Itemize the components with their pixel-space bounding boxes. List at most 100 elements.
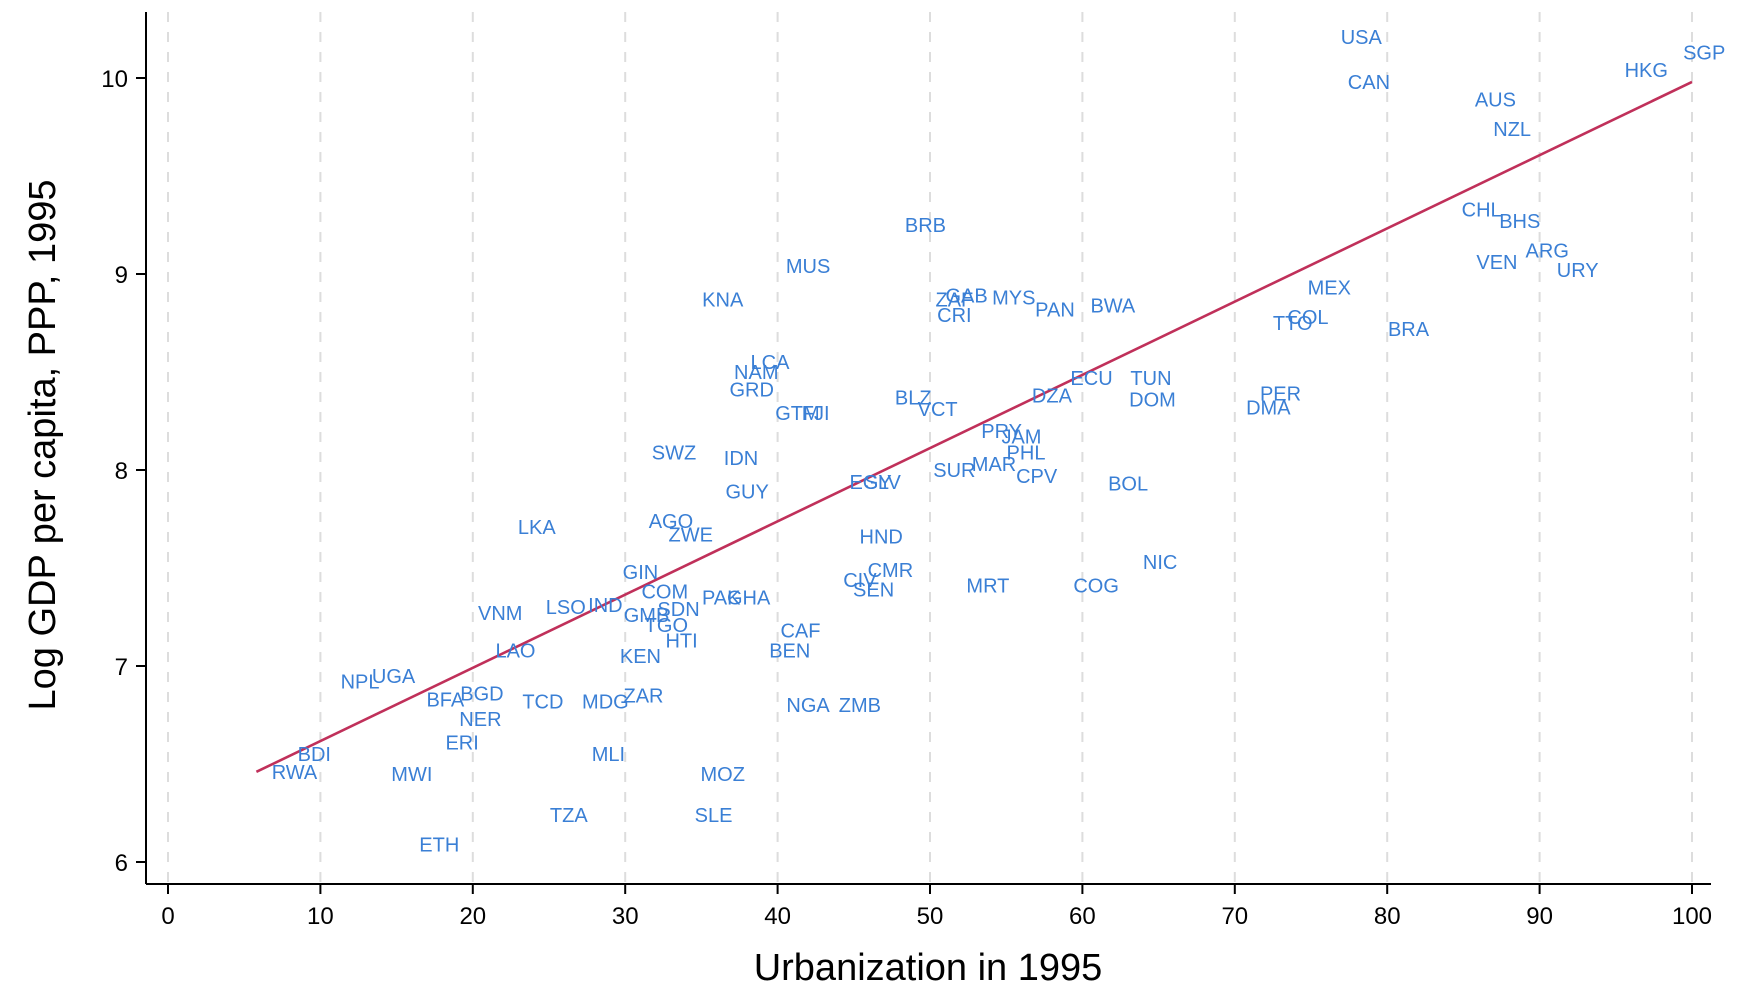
data-point-label: ZAF (935, 289, 973, 311)
axes (145, 12, 1711, 885)
data-point-label: VEN (1476, 252, 1517, 274)
data-point-label: MAR (972, 454, 1016, 476)
x-tick-label: 10 (307, 903, 334, 930)
data-point-label: PER (1260, 384, 1301, 406)
data-point-label: HTI (665, 631, 697, 653)
data-point-label: LSO (546, 597, 586, 619)
data-point-label: VNM (478, 603, 522, 625)
data-point-label: AGO (649, 511, 693, 533)
data-point-label: GAB (945, 286, 987, 308)
data-point-label: NER (459, 709, 501, 731)
data-point-label: BEN (769, 640, 810, 662)
data-point-label: ZWE (669, 525, 713, 547)
data-point-label: SDN (657, 599, 699, 621)
data-point-label: MWI (391, 764, 432, 786)
data-point-label: MUS (786, 256, 830, 278)
y-tick-label: 10 (101, 66, 128, 93)
data-point-label: LKA (518, 517, 556, 539)
data-point-label: ZAR (623, 685, 663, 707)
y-tick-label: 7 (115, 654, 128, 681)
y-axis-title: Log GDP per capita, PPP, 1995 (22, 180, 64, 711)
data-point-label: PAN (1035, 299, 1075, 321)
data-point-label: CAN (1348, 72, 1390, 94)
data-point-label: ERI (445, 732, 478, 754)
data-point-label: SLE (695, 805, 733, 827)
data-point-label: PRY (981, 421, 1022, 443)
data-point-label: VCT (918, 399, 958, 421)
data-point-label: CMR (868, 560, 914, 582)
data-point-label: DZA (1032, 386, 1073, 408)
data-point-label: BFA (426, 689, 464, 711)
x-tick-label: 50 (917, 903, 944, 930)
data-point-label: SWZ (652, 442, 696, 464)
data-point-label: CHL (1462, 199, 1502, 221)
x-tick-label: 0 (161, 903, 174, 930)
data-point-label: BWA (1090, 295, 1135, 317)
data-point-label: COG (1073, 576, 1119, 598)
data-point-label: URY (1557, 260, 1599, 282)
x-tick-label: 20 (459, 903, 486, 930)
data-point-label: IDN (724, 448, 758, 470)
data-point-label: GRD (729, 380, 773, 402)
data-point-label: HKG (1625, 60, 1668, 82)
data-point-label: PAK (702, 587, 741, 609)
data-point-label: BRA (1388, 319, 1430, 341)
data-point-label: NIC (1143, 552, 1177, 574)
data-point-label: MOZ (701, 764, 745, 786)
data-point-label: USA (1341, 27, 1383, 49)
data-point-label: KEN (620, 646, 661, 668)
data-point-label: ECU (1070, 368, 1112, 390)
data-point-label: NZL (1493, 119, 1531, 141)
data-point-label: GUY (725, 482, 768, 504)
data-point-label: FJI (802, 403, 830, 425)
data-point-label: BGD (460, 683, 503, 705)
x-tick-label: 90 (1526, 903, 1553, 930)
data-point-label: CIV (843, 570, 877, 592)
data-point-label: SEN (853, 580, 894, 602)
x-tick-label: 60 (1069, 903, 1096, 930)
x-axis-title: Urbanization in 1995 (754, 947, 1103, 989)
data-point-label: COL (1287, 307, 1328, 329)
data-point-label: CPV (1016, 466, 1058, 488)
x-axis-ticks: 0 10 20 30 40 50 60 70 80 90 100 (161, 884, 1712, 930)
data-point-label: MLI (592, 744, 625, 766)
data-point-label: COM (641, 582, 688, 604)
data-point-label: EGY (849, 472, 891, 494)
data-point-label: SGP (1683, 43, 1725, 65)
data-point-label: MDG (582, 691, 629, 713)
x-tick-label: 40 (764, 903, 791, 930)
y-tick-label: 8 (115, 458, 128, 485)
data-point-label: BLZ (895, 387, 932, 409)
data-point-label: DMA (1246, 397, 1291, 419)
data-point-label: BHS (1499, 211, 1540, 233)
data-point-label: BRB (905, 215, 946, 237)
data-point-label: SUR (933, 460, 975, 482)
data-point-label: TUN (1130, 368, 1171, 390)
data-point-label: GIN (623, 562, 659, 584)
data-point-label: TGO (645, 615, 688, 637)
data-point-label: NAM (734, 362, 778, 384)
data-point-label: AUS (1475, 90, 1516, 112)
data-point-label: GHA (727, 587, 771, 609)
x-tick-label: 100 (1672, 903, 1712, 930)
data-point-label: UGA (372, 666, 416, 688)
data-point-label: CRI (937, 305, 971, 327)
y-axis-ticks: 6 7 8 9 10 (101, 66, 146, 877)
x-tick-label: 30 (612, 903, 639, 930)
data-point-label: SLV (865, 472, 902, 494)
data-point-label: JAM (1001, 427, 1041, 449)
data-point-label: TTO (1273, 313, 1313, 335)
data-point-label: LAO (495, 640, 535, 662)
data-point-label: BDI (298, 744, 331, 766)
data-point-label: ETH (419, 834, 459, 856)
x-tick-label: 80 (1374, 903, 1401, 930)
data-point-label: RWA (272, 762, 318, 784)
x-tick-label: 70 (1221, 903, 1248, 930)
data-point-label: HND (860, 527, 903, 549)
data-point-label: CAF (780, 621, 820, 643)
data-point-label: BOL (1108, 474, 1148, 496)
data-point-label: IND (588, 595, 622, 617)
data-point-label: LCA (751, 352, 791, 374)
data-point-label: GMB (624, 605, 670, 627)
